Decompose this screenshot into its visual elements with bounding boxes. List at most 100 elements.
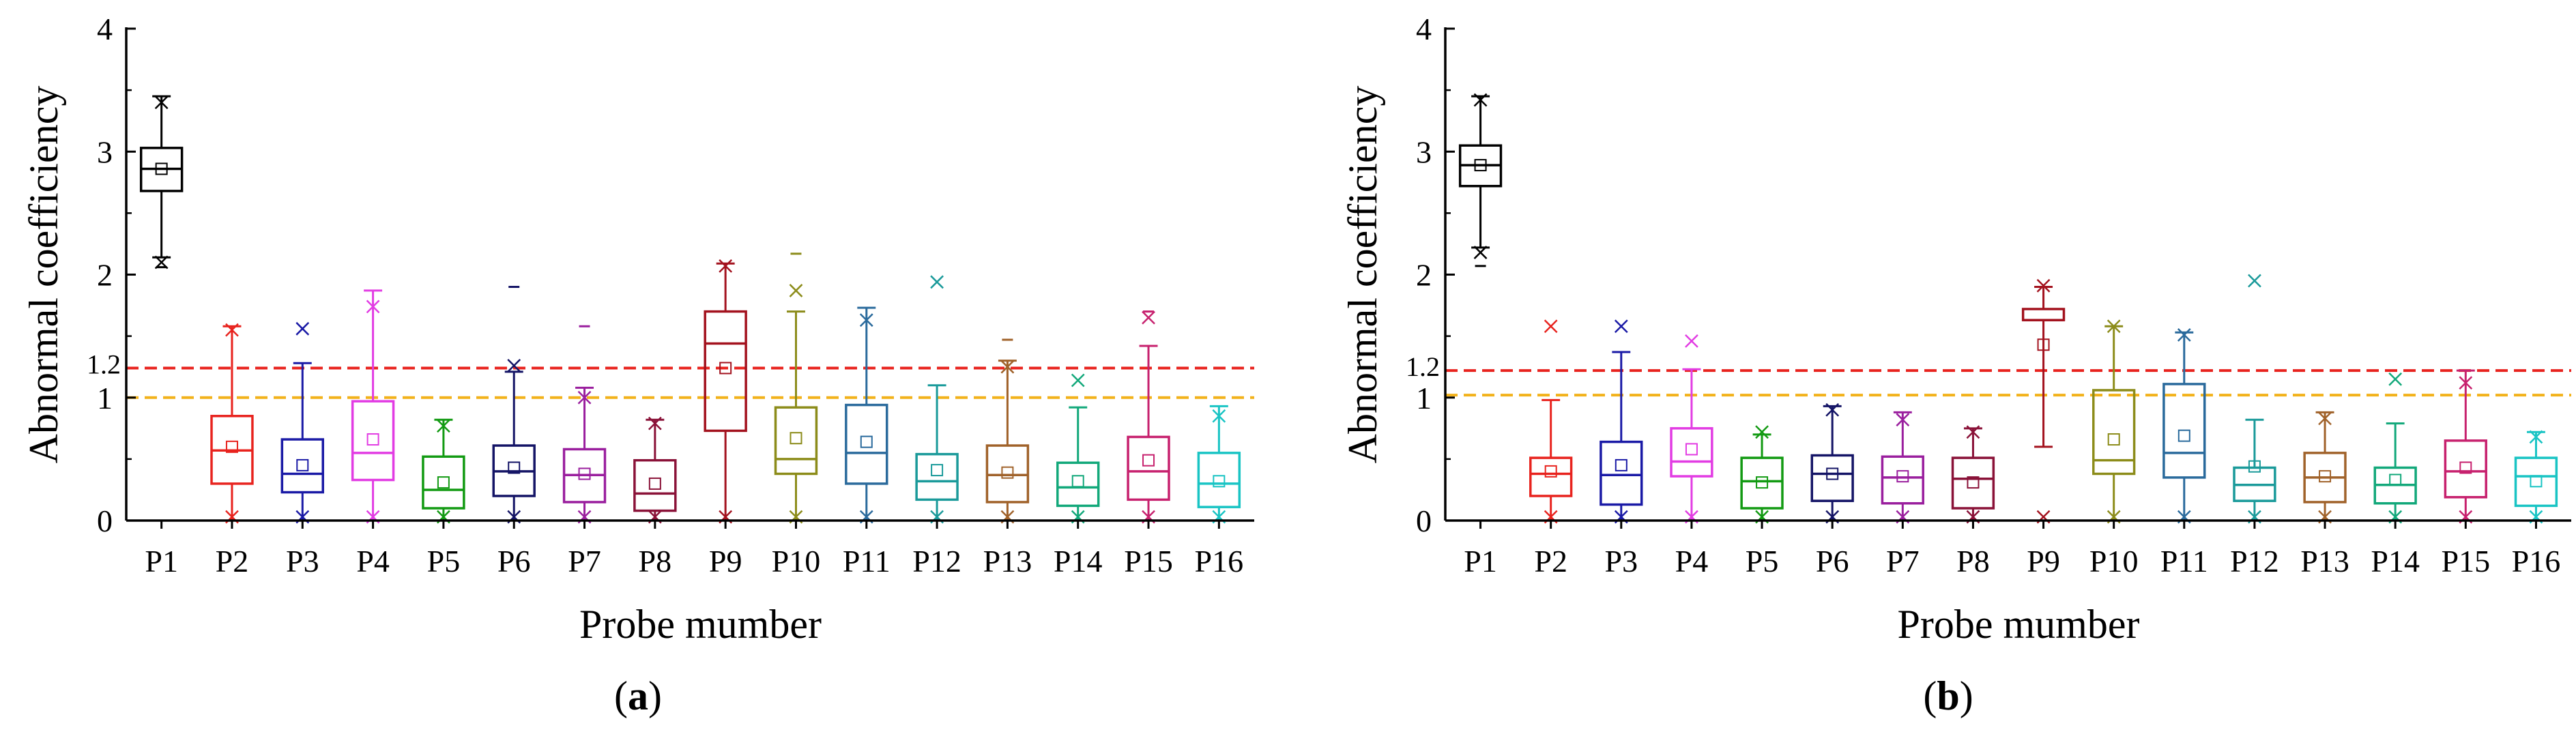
reference-line-label: 1.2 — [87, 349, 121, 379]
mean-marker — [2319, 470, 2332, 483]
x-tick-label: P5 — [1746, 544, 1779, 579]
box-P3 — [1600, 319, 1643, 524]
box-body — [2162, 383, 2206, 479]
x-tick-label: P1 — [1464, 544, 1497, 579]
extreme-marker — [2107, 319, 2121, 334]
x-axis-title: Probe mumber — [1898, 602, 2140, 647]
extreme-marker — [859, 313, 873, 327]
extreme-marker — [295, 321, 310, 336]
extreme-marker — [719, 259, 733, 273]
x-tick-label: P10 — [2089, 544, 2139, 579]
mean-marker — [1756, 476, 1769, 489]
box-body — [704, 310, 747, 433]
extreme-marker — [1473, 246, 1488, 259]
mean-marker — [1967, 476, 1980, 489]
mean-marker — [931, 464, 944, 477]
box-body — [1600, 440, 1643, 506]
x-tick-label: P2 — [216, 544, 249, 579]
x-tick-label: P7 — [1886, 544, 1920, 579]
x-tick-label: P5 — [427, 544, 461, 579]
panel-caption: (a) — [614, 673, 662, 718]
extreme-marker — [1685, 334, 1698, 348]
y-axis-title: Abnormal coefficiency — [1340, 86, 1385, 464]
extreme-marker — [437, 419, 450, 433]
mean-marker — [2107, 433, 2120, 446]
mean-marker — [1826, 467, 1839, 480]
extreme-marker — [930, 275, 944, 289]
box-P9 — [704, 259, 747, 524]
box-body — [280, 438, 324, 494]
box-P13 — [985, 338, 1030, 524]
panel-caption-close: ) — [648, 673, 662, 718]
box-P12 — [2233, 274, 2276, 524]
box-P16 — [2514, 430, 2558, 524]
box-P5 — [422, 418, 465, 524]
extreme-marker — [1755, 425, 1769, 439]
x-axis-title: Probe mumber — [579, 602, 822, 647]
box-body — [1197, 452, 1241, 508]
extreme-marker — [648, 416, 662, 430]
panel-a: 1.2 0 1 2 3 4 P1 P2 P3 P4 P5 P6 P7 P8 P9 P10 P11 P12 P13 P1… — [21, 12, 1254, 718]
x-tick-label: P3 — [1605, 544, 1638, 579]
y-tick-label: 1 — [1416, 381, 1432, 415]
y-tick-label: 4 — [1416, 12, 1432, 46]
x-tick-label: P3 — [286, 544, 319, 579]
box-body — [1127, 435, 1170, 501]
mean-marker — [648, 477, 661, 490]
extreme-marker — [1071, 373, 1085, 388]
x-tick-label: P8 — [639, 544, 672, 579]
box-P8 — [633, 416, 677, 524]
extreme-marker — [1966, 425, 1980, 439]
panel-b: 1.2 0 1 2 3 4 P1 P2 P3 P4 P5 P6 P7 P8 P9 P10 P11 P12 P13 P1… — [1340, 12, 2571, 718]
box-P2 — [210, 323, 254, 524]
extreme-marker — [2388, 372, 2403, 386]
mean-marker — [1213, 475, 1226, 488]
mean-marker — [225, 440, 238, 453]
panel-caption-letter: a — [628, 673, 648, 718]
box-P7 — [562, 325, 607, 524]
box-body — [633, 458, 677, 512]
box-body — [351, 400, 395, 482]
box-P15 — [2444, 369, 2487, 524]
box-body — [2444, 439, 2487, 499]
box-P7 — [1881, 411, 1924, 524]
panel-caption: (b) — [1923, 673, 1973, 718]
box-P9 — [2021, 278, 2066, 524]
box-body — [1670, 427, 1713, 478]
box-P14 — [2373, 372, 2417, 524]
mean-marker — [578, 467, 591, 480]
mean-marker — [1615, 458, 1627, 471]
y-tick-label: 2 — [97, 258, 113, 293]
mean-marker — [366, 433, 379, 446]
panel-caption-open: ( — [1923, 673, 1937, 718]
x-tick-label: P13 — [983, 544, 1032, 579]
extreme-marker — [1614, 319, 1628, 334]
extreme-marker — [1825, 403, 1840, 417]
mean-marker — [860, 435, 873, 448]
x-tick-label: P11 — [843, 544, 891, 579]
extreme-marker — [154, 96, 169, 110]
box-body — [2092, 389, 2136, 476]
box-P10 — [2092, 319, 2136, 524]
box-P2 — [1529, 319, 1573, 524]
box-body — [1740, 456, 1784, 510]
extreme-marker — [1473, 93, 1488, 107]
reference-line-label: 1.2 — [1406, 351, 1440, 382]
box-body — [422, 455, 465, 510]
mean-marker — [2389, 473, 2402, 486]
mean-marker — [2177, 429, 2190, 442]
x-tick-label: P7 — [568, 544, 601, 579]
x-tick-label: P6 — [1816, 544, 1849, 579]
x-tick-label: P16 — [1195, 544, 1244, 579]
box-body — [915, 452, 959, 501]
box-P10 — [774, 252, 818, 524]
extreme-marker — [2318, 411, 2332, 426]
box-body — [1810, 454, 1854, 502]
mean-marker — [155, 162, 168, 175]
box-P1 — [139, 95, 184, 269]
y-tick-label: 1 — [97, 381, 113, 415]
extreme-marker — [507, 359, 521, 373]
x-tick-label: P9 — [2027, 544, 2060, 579]
x-tick-label: P13 — [2300, 544, 2349, 579]
x-tick-label: P15 — [2442, 544, 2491, 579]
